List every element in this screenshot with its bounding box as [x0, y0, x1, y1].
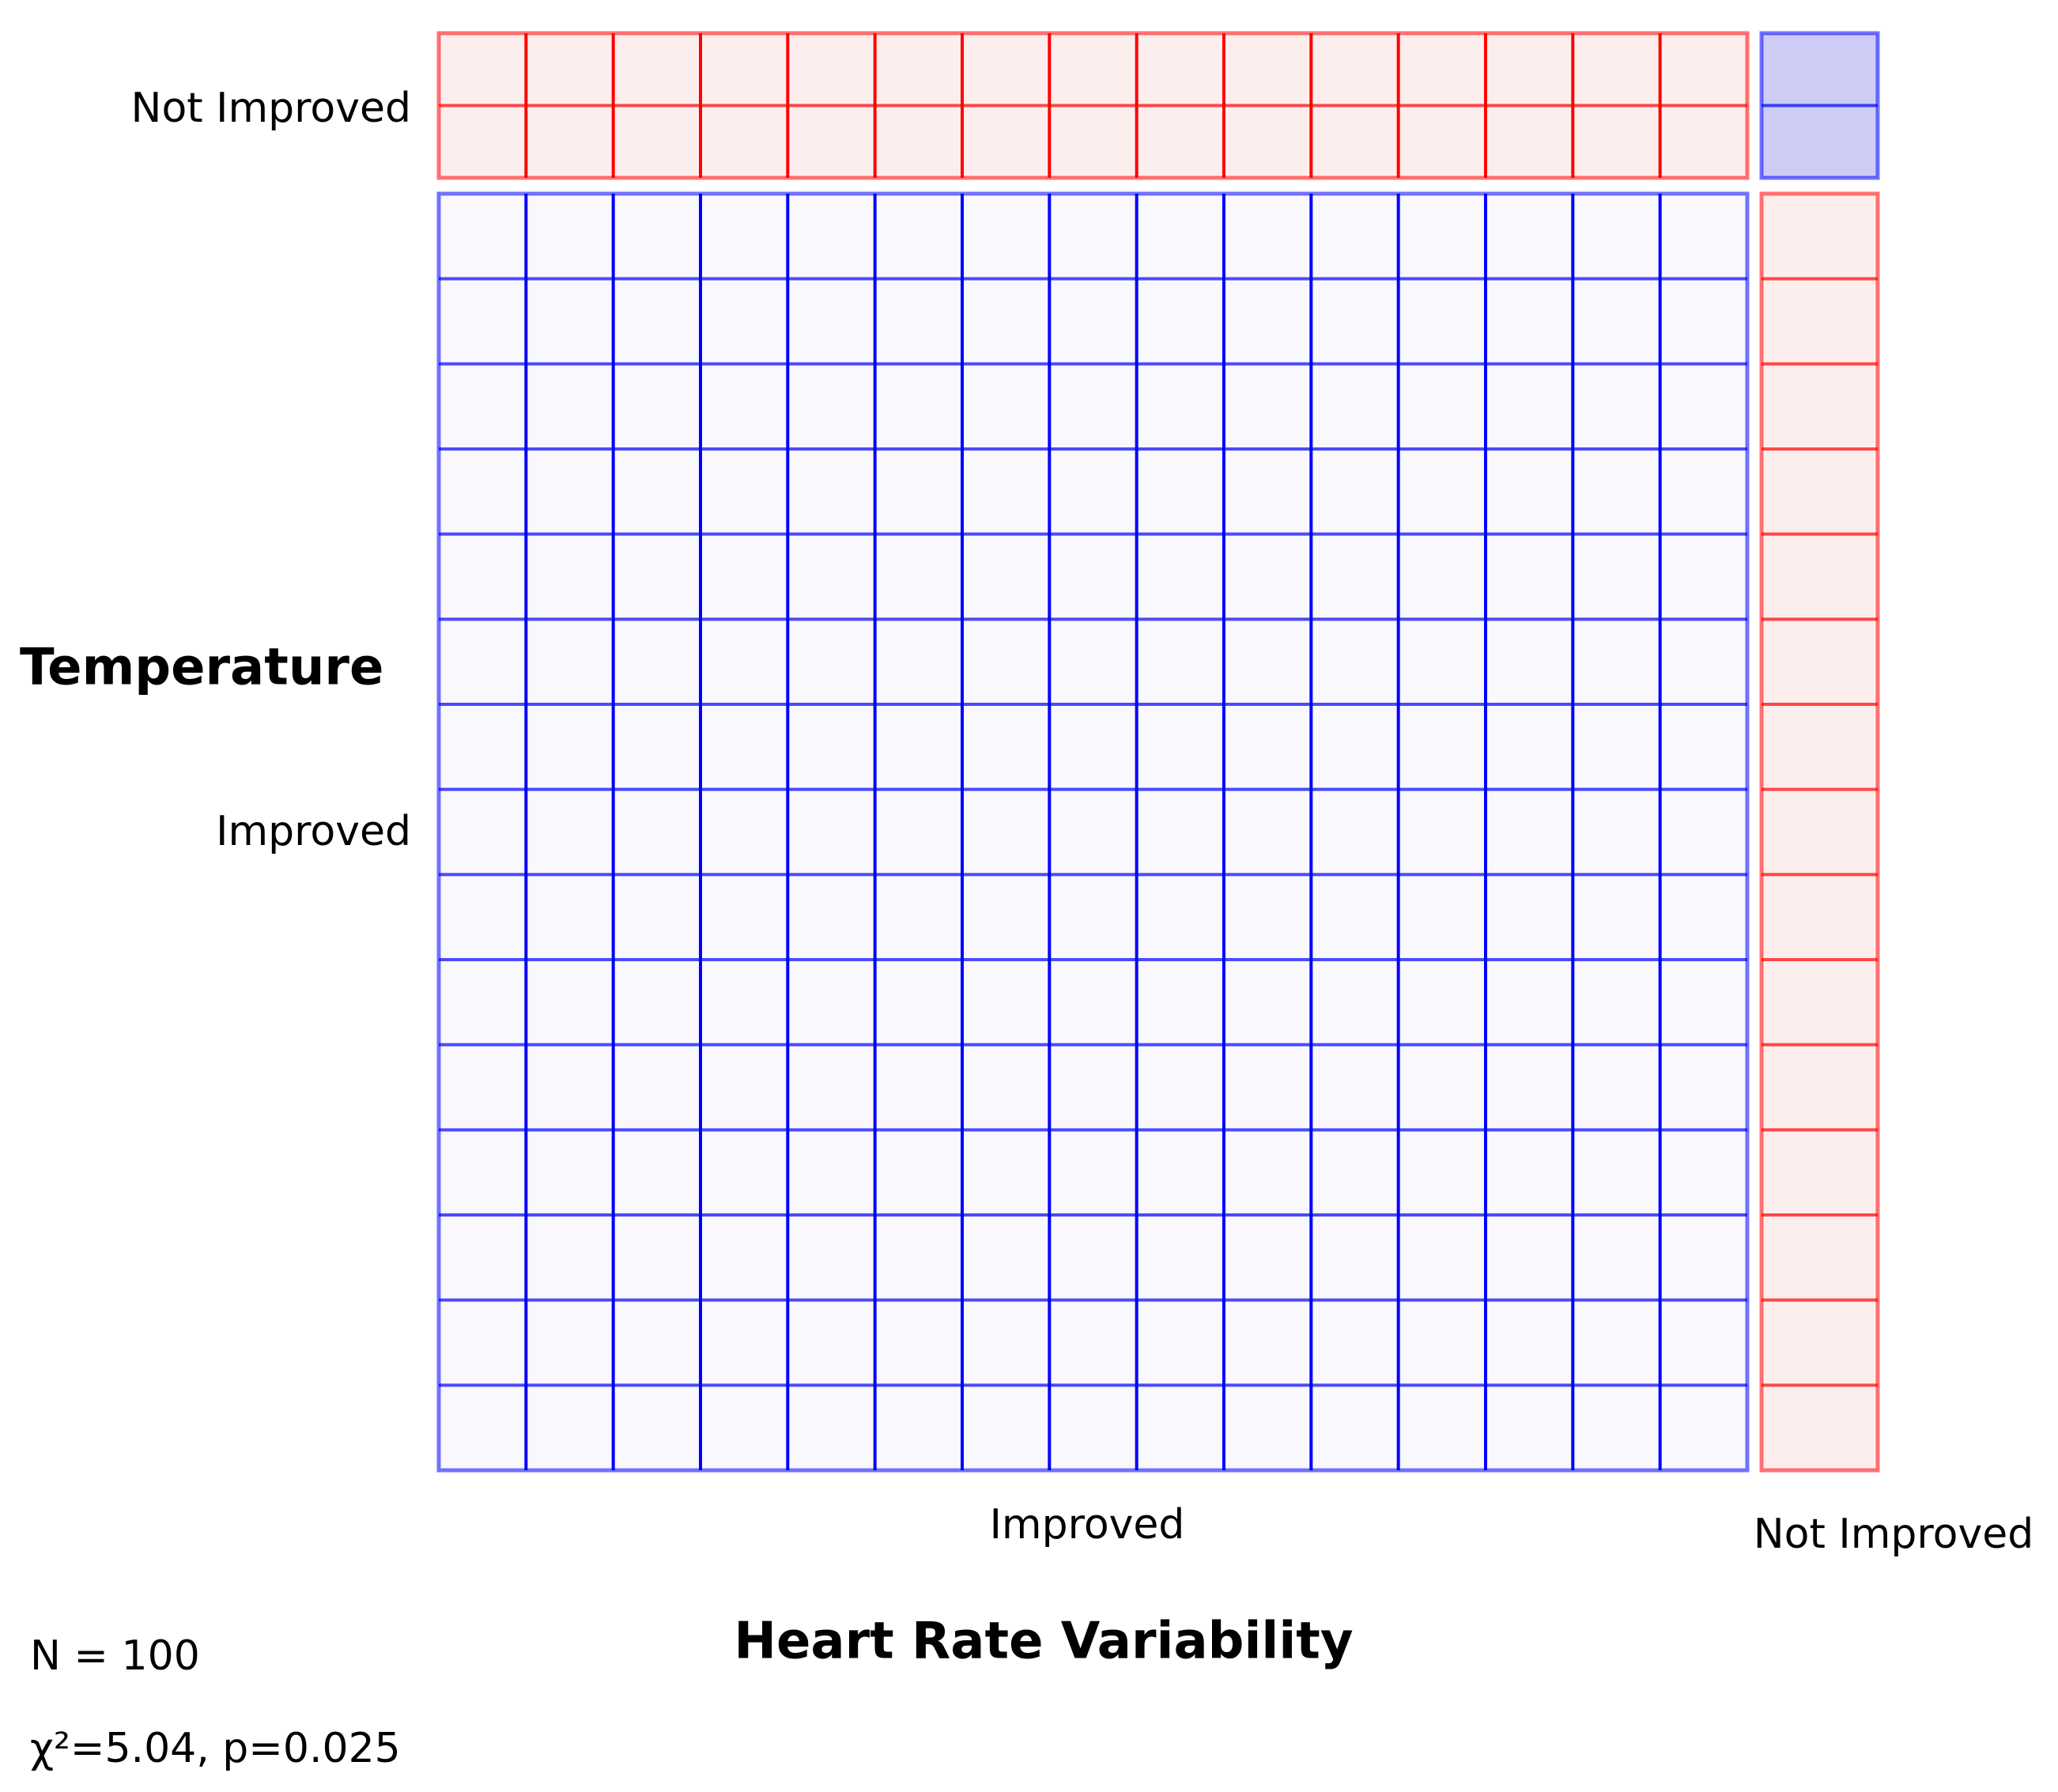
mosaic-cells — [436, 31, 1880, 1473]
x-axis-variable-label: Heart Rate Variability — [734, 1613, 1353, 1671]
y-category-label-not-improved: Not Improved — [131, 85, 411, 132]
y-category-label-improved: Improved — [216, 808, 411, 855]
mosaic-cell-rect — [1759, 191, 1880, 1473]
mosaic-cell-4 — [1759, 191, 1880, 1473]
x-category-label-improved: Improved — [990, 1501, 1185, 1549]
mosaic-cell-rect — [436, 191, 1750, 1473]
sample-size-text: N = 100 — [30, 1632, 200, 1680]
mosaic-cell-2 — [1759, 31, 1880, 180]
chi-square-text: χ²=5.04, p=0.025 — [30, 1725, 401, 1772]
y-axis-variable-label: Temperature — [20, 639, 383, 697]
x-category-label-not-improved: Not Improved — [1754, 1511, 2033, 1558]
mosaic-cell-1 — [436, 31, 1750, 180]
mosaic-cell-3 — [436, 191, 1750, 1473]
